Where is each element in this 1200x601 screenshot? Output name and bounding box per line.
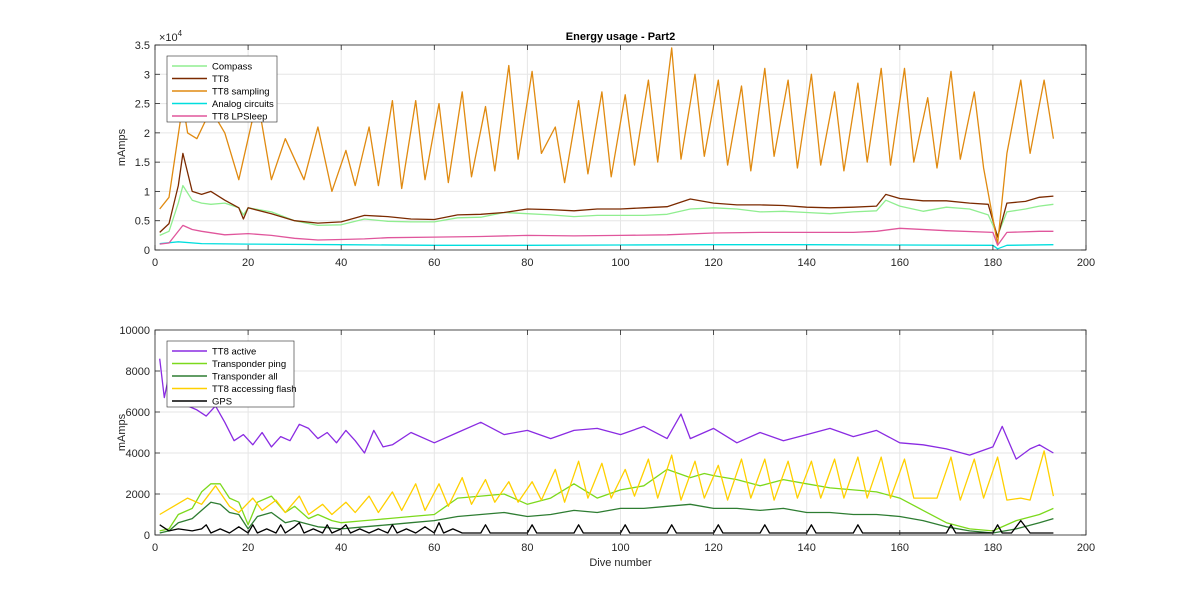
legend-box <box>166 340 295 408</box>
legend-entry: TT8 sampling <box>212 87 270 98</box>
series-line-tt8 <box>159 152 1054 238</box>
x-tick-label: 0 <box>152 542 158 554</box>
x-tick-label: 60 <box>428 542 440 554</box>
series-line-tt8-lpsleep <box>159 224 1054 246</box>
legend-box <box>166 55 278 123</box>
y-tick-label: 2000 <box>126 489 150 501</box>
y-tick-label: 1 <box>144 186 150 198</box>
y-tick-label: 2 <box>144 128 150 140</box>
chart-panel-2: 0 20 40 60 80 100 120 140 160 180 2000200040006000… <box>116 325 1095 569</box>
legend-entry: TT8 accessing flash <box>212 384 296 395</box>
x-tick-label: 180 <box>984 542 1002 554</box>
chart-title: Energy usage - Part2 <box>566 31 675 43</box>
y-tick-label: 6000 <box>126 407 150 419</box>
x-axis-label: Dive number <box>589 557 652 569</box>
x-tick-label: 100 <box>611 542 629 554</box>
x-tick-label: 60 <box>428 257 440 269</box>
series-line-tt8-sampling <box>159 47 1055 245</box>
series-line-tt8-active <box>159 358 1054 460</box>
chart-panel-1: 0 20 40 60 80 100 120 140 160 180 200 0 0.5 1 1.5 2 2.5 3… <box>116 29 1095 269</box>
y-tick-label: 3 <box>144 69 150 81</box>
x-tick-label: 20 <box>242 542 254 554</box>
series-line-tt8-accessing-flash <box>159 450 1055 516</box>
y-tick-label: 3.5 <box>135 40 150 52</box>
x-tick-label: 120 <box>704 257 722 269</box>
y-tick-label: 0 <box>144 245 150 257</box>
legend-entry: TT8 active <box>212 347 256 358</box>
x-tick-label: 40 <box>335 542 347 554</box>
y-tick-label: 1.5 <box>135 157 150 169</box>
y-tick-label: 8000 <box>126 366 150 378</box>
x-tick-label: 160 <box>891 542 909 554</box>
x-tick-label: 160 <box>891 257 909 269</box>
x-tick-label: 200 <box>1077 257 1095 269</box>
y-tick-label: 10000 <box>119 325 150 337</box>
y-exponent-power: 4 <box>178 29 183 38</box>
x-tick-label: 20 <box>242 257 254 269</box>
y-tick-label: 4000 <box>126 448 150 460</box>
legend-entry: Analog circuits <box>212 99 274 110</box>
x-tick-label: 140 <box>798 542 816 554</box>
series-line-gps <box>159 519 1054 534</box>
x-tick-label: 80 <box>521 542 533 554</box>
x-tick-label: 40 <box>335 257 347 269</box>
x-tick-label: 140 <box>798 257 816 269</box>
x-tick-label: 100 <box>611 257 629 269</box>
y-tick-label: 0 <box>144 530 150 542</box>
legend-entry: TT8 <box>212 74 229 85</box>
x-tick-label: 120 <box>704 542 722 554</box>
y-exponent-label: ×104 <box>159 29 183 44</box>
legend-entry: Compass <box>212 62 252 73</box>
x-tick-label: 80 <box>521 257 533 269</box>
x-tick-label: 180 <box>984 257 1002 269</box>
series-line-transponder-all <box>159 501 1054 534</box>
x-tick-label: 0 <box>152 257 158 269</box>
legend-entry: Transponder ping <box>212 359 286 370</box>
legend-entry: Transponder all <box>212 372 278 383</box>
y-axis-label: mAmps <box>116 413 128 451</box>
x-tick-label: 200 <box>1077 542 1095 554</box>
legend-entry: TT8 LPSleep <box>212 112 267 123</box>
y-axis-label: mAmps <box>116 128 128 166</box>
y-tick-label: 2.5 <box>135 99 150 111</box>
series-line-transponder-ping <box>159 468 1054 532</box>
legend-entry: GPS <box>212 397 232 408</box>
y-tick-label: 0.5 <box>135 216 150 228</box>
